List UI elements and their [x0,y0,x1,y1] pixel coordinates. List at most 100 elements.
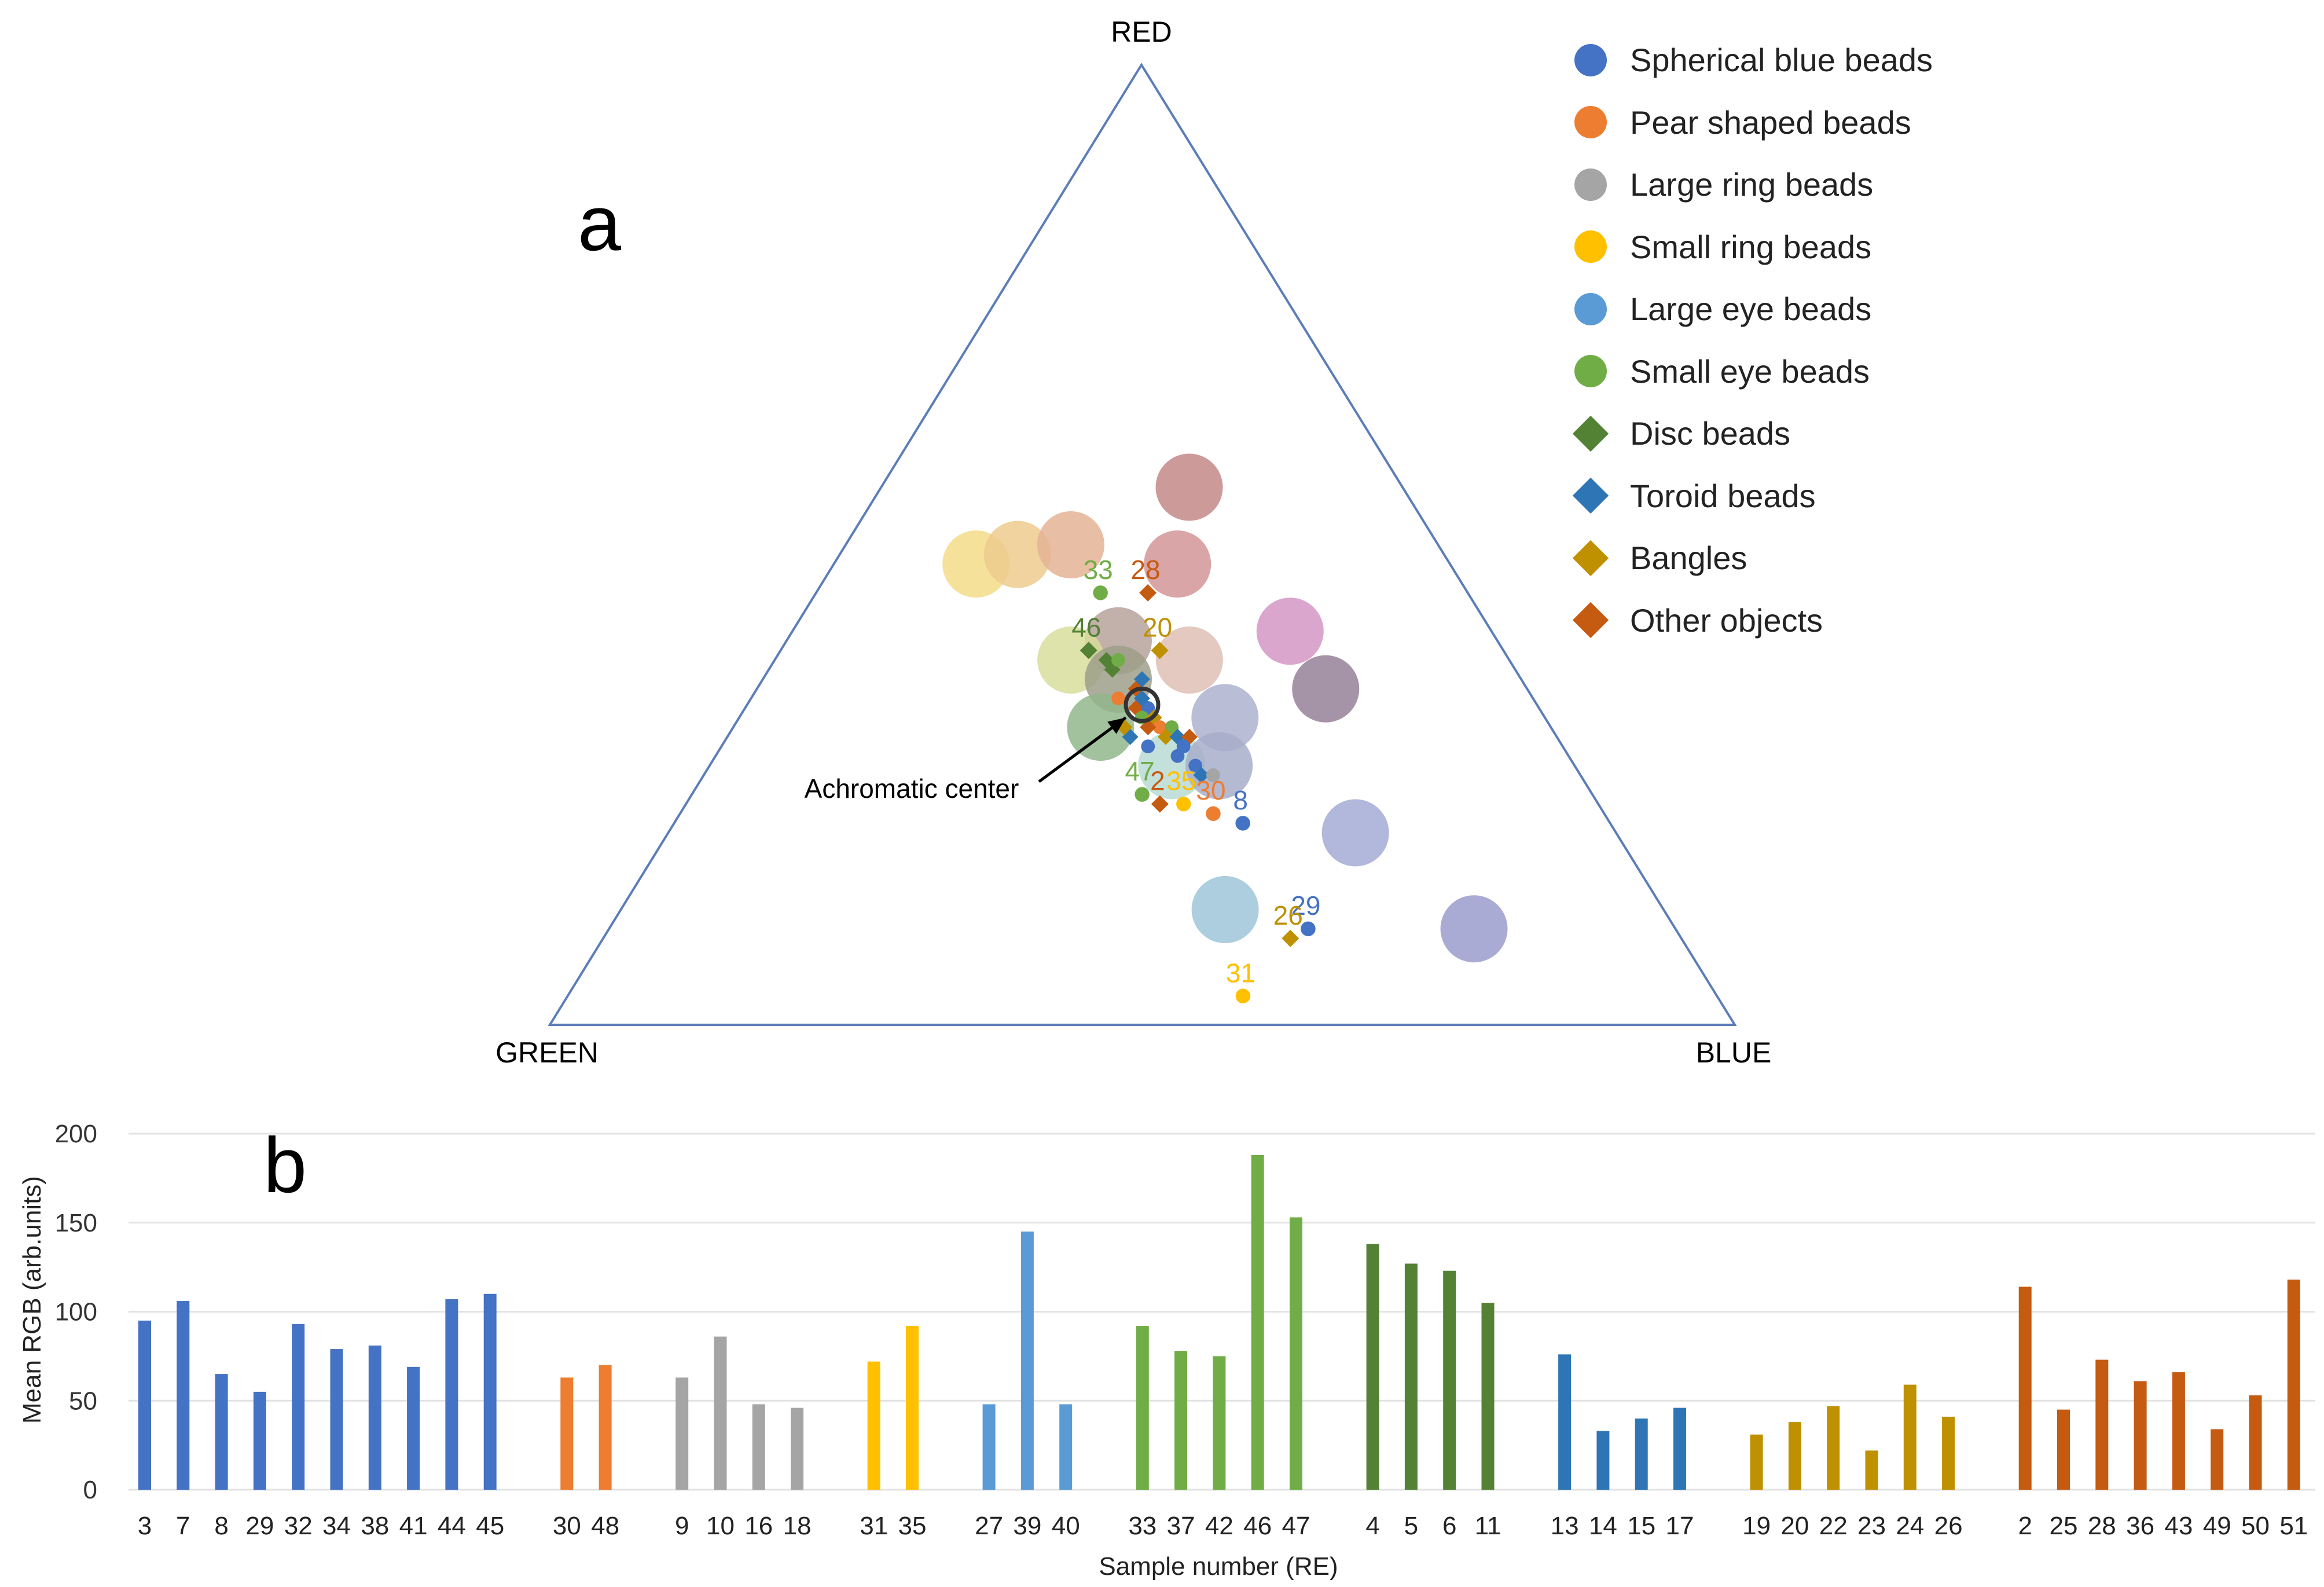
x-tick-label-19: 19 [1742,1512,1771,1540]
legend-item: Small eye beads [1574,340,1933,403]
x-tick-label-46: 46 [1243,1512,1272,1540]
reference-color-circle [1321,799,1389,867]
cluster-point [1206,768,1220,782]
reference-color-circle [1440,895,1508,963]
reference-color-circle [1037,511,1104,578]
sample-point-2 [1151,795,1169,813]
bar-30 [560,1377,574,1490]
legend-label: Pear shaped beads [1630,104,1911,141]
reference-color-circle [1155,626,1223,694]
bar-x-axis-title: Sample number (RE) [1099,1552,1338,1581]
sample-point-33 [1093,585,1108,600]
sample-point-29 [1301,921,1316,936]
sample-label-28: 28 [1130,555,1160,585]
bar-16 [752,1404,765,1490]
cluster-point [1157,728,1174,745]
x-tick-label-2: 2 [2018,1512,2032,1540]
bar-14 [1596,1431,1610,1490]
x-tick-label-20: 20 [1780,1512,1809,1540]
bar-36 [2134,1381,2147,1490]
cluster-point [1111,653,1125,667]
sample-point-20 [1151,642,1169,659]
legend-item: Small ring beads [1574,216,1933,278]
bar-45 [483,1293,497,1490]
legend-label: Disc beads [1630,415,1791,452]
x-tick-label-24: 24 [1896,1512,1924,1540]
x-tick-label-42: 42 [1205,1512,1233,1540]
legend-marker-circle [1574,355,1607,388]
cluster-point [1140,719,1157,736]
sample-point-26 [1282,929,1299,947]
bar-27 [982,1404,996,1490]
x-tick-label-47: 47 [1282,1512,1310,1540]
achromatic-arrow-head [1107,717,1126,734]
sample-point-31 [1235,988,1251,1004]
reference-color-circle [1144,530,1211,598]
legend-item: Large ring beads [1574,153,1933,216]
legend-item: Toroid beads [1572,465,1933,527]
x-tick-label-48: 48 [591,1512,619,1540]
bar-19 [1750,1434,1763,1490]
y-tick-label: 200 [55,1120,97,1148]
x-tick-label-44: 44 [438,1512,466,1540]
sample-point-35 [1176,796,1191,812]
cluster-point [1133,671,1150,688]
bar-43 [2172,1372,2185,1490]
legend-marker-circle [1574,106,1607,139]
legend-item: Large eye beads [1574,278,1933,340]
sample-label-47: 47 [1125,756,1155,786]
x-tick-label-39: 39 [1013,1512,1041,1540]
bar-46 [1251,1154,1264,1490]
bar-10 [714,1336,727,1490]
x-tick-label-35: 35 [898,1512,927,1540]
y-tick-label: 150 [55,1209,97,1237]
x-tick-label-8: 8 [214,1512,228,1540]
achromatic-center-label: Achromatic center [805,774,1019,804]
bar-17 [1673,1408,1686,1490]
legend-marker-circle [1574,168,1607,201]
bar-49 [2211,1429,2224,1490]
x-tick-label-7: 7 [176,1512,190,1540]
bar-29 [253,1391,266,1490]
vertex-label-blue: BLUE [1696,1036,1772,1065]
x-tick-label-3: 3 [138,1512,152,1540]
sample-label-31: 31 [1226,958,1255,988]
sample-label-33: 33 [1084,555,1113,585]
legend-item: Other objects [1572,589,1933,652]
reference-color-circle [1191,876,1259,944]
legend-marker-circle [1574,43,1607,76]
sample-point-30 [1206,806,1221,821]
legend-label: Other objects [1630,602,1823,639]
legend-item: Disc beads [1572,402,1933,465]
bar-26 [1942,1416,1955,1490]
bar-4 [1366,1244,1379,1490]
legend: Spherical blue beads Pear shaped beads Lar… [1572,29,1933,652]
x-tick-label-25: 25 [2050,1512,2078,1540]
x-tick-label-50: 50 [2241,1512,2270,1540]
x-tick-label-22: 22 [1819,1512,1848,1540]
x-tick-label-30: 30 [553,1512,581,1540]
bar-15 [1635,1419,1648,1490]
legend-label: Bangles [1630,540,1747,577]
x-tick-label-41: 41 [399,1512,428,1540]
legend-item: Pear shaped beads [1574,91,1933,154]
bar-6 [1443,1270,1456,1490]
bar-y-axis-title: Mean RGB (arb.units) [18,1176,46,1424]
legend-label: Large ring beads [1630,166,1874,203]
bar-51 [2287,1280,2300,1490]
y-tick-label: 50 [69,1387,97,1415]
bar-28 [2095,1359,2109,1490]
legend-label: Large eye beads [1630,291,1872,328]
x-tick-label-28: 28 [2088,1512,2116,1540]
panel-label-a: a [578,179,622,267]
bar-25 [2057,1409,2070,1490]
legend-marker-circle [1574,230,1607,263]
x-tick-label-32: 32 [284,1512,313,1540]
bar-x-tick-labels: 3 7 8 29 32 34 38 41 44 45 30 48 9 10 16 18 31 35 27 39 40 33… [138,1512,2308,1540]
sample-label-26: 26 [1273,900,1303,930]
bar-39 [1020,1232,1034,1490]
bar-3 [138,1320,151,1490]
bar-9 [675,1377,689,1490]
y-tick-label: 100 [55,1298,97,1326]
